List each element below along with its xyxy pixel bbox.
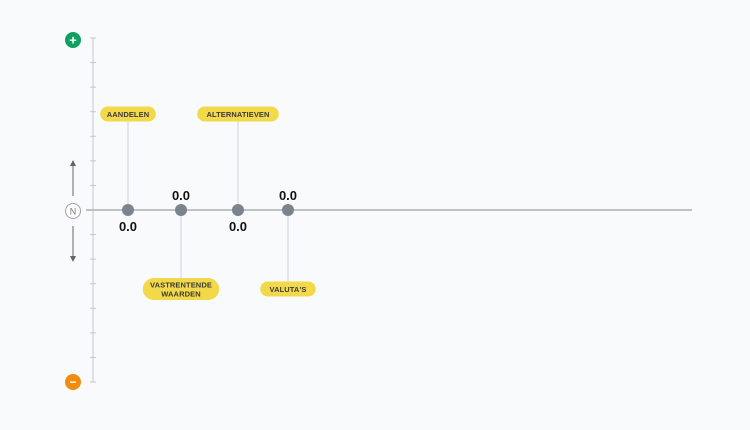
positive-marker: + <box>65 32 81 48</box>
item-label-pill <box>260 281 316 297</box>
plus-circle-icon <box>65 32 81 48</box>
item-value: 0.0 <box>229 219 247 234</box>
item-label-pill <box>100 106 156 122</box>
item-label-pill <box>197 106 279 122</box>
item-dot[interactable] <box>232 204 244 216</box>
minus-label: − <box>69 375 76 389</box>
item-0: AANDELEN 0.0 <box>100 106 156 234</box>
item-label: VALUTA'S <box>270 285 307 294</box>
neutral-circle-icon <box>65 203 81 219</box>
item-dot[interactable] <box>122 204 134 216</box>
item-label: ALTERNATIEVEN <box>206 110 269 119</box>
item-label: VASTRENTENDE WAARDEN <box>150 281 212 299</box>
negative-marker: − <box>65 374 81 390</box>
arrow-up-icon <box>70 160 76 196</box>
plus-label: + <box>69 33 77 48</box>
scale-ticks <box>90 37 96 383</box>
item-label: AANDELEN <box>107 110 149 119</box>
item-dot[interactable] <box>175 204 187 216</box>
item-1: VASTRENTENDE WAARDEN 0.0 <box>142 188 220 300</box>
item-dot[interactable] <box>282 204 294 216</box>
item-3: VALUTA'S 0.0 <box>260 188 316 297</box>
item-2: ALTERNATIEVEN 0.0 <box>197 106 279 234</box>
arrow-down-icon <box>70 226 76 262</box>
item-value: 0.0 <box>279 188 297 203</box>
item-label-pill <box>142 278 220 300</box>
item-value: 0.0 <box>172 188 190 203</box>
neutral-marker: N <box>65 203 81 219</box>
minus-circle-icon <box>65 374 81 390</box>
neutral-label: N <box>70 207 77 217</box>
item-value: 0.0 <box>119 219 137 234</box>
